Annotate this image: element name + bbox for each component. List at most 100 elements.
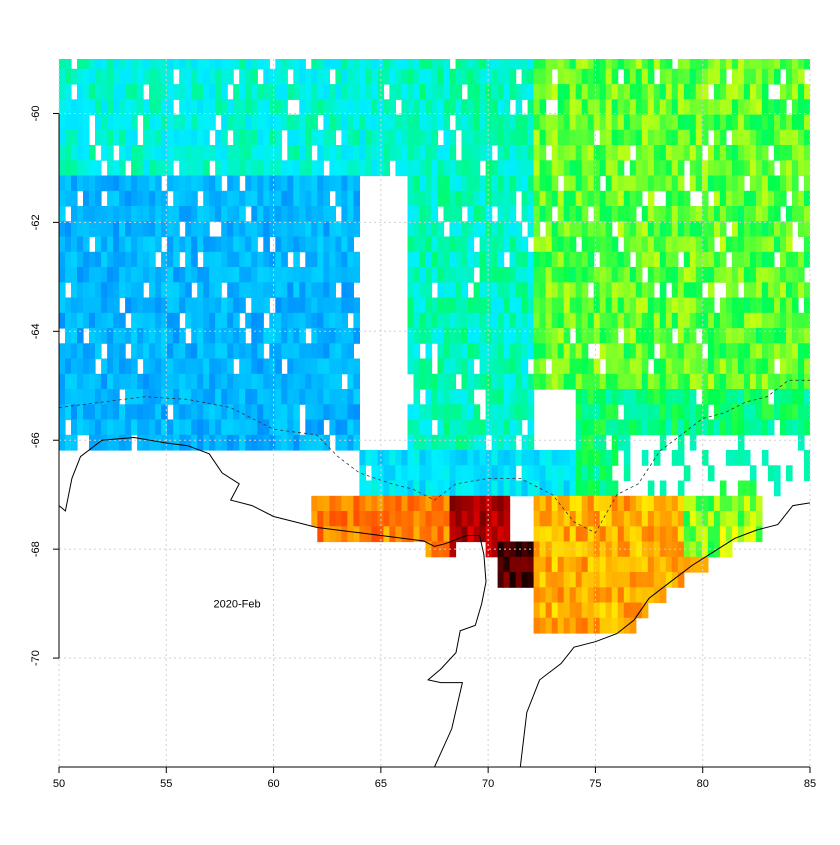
field-cell (575, 404, 583, 421)
field-cell (761, 373, 769, 390)
field-cell (191, 84, 198, 100)
field-cell (191, 59, 198, 70)
field-cell (671, 129, 679, 146)
field-cell (59, 251, 66, 268)
field-cell (287, 114, 294, 131)
field-cell (413, 480, 421, 497)
field-cell (647, 572, 655, 588)
field-cell (521, 450, 529, 466)
field-cell (449, 236, 457, 253)
field-cell (317, 389, 324, 405)
field-cell (659, 343, 667, 360)
field-cell (221, 190, 228, 207)
field-cell (173, 328, 180, 344)
field-cell (665, 572, 673, 588)
field-cell (545, 251, 553, 268)
field-cell (515, 312, 523, 329)
field-cell (353, 511, 360, 527)
field-cell (95, 190, 102, 207)
field-cell (515, 297, 523, 314)
field-cell (467, 145, 475, 161)
field-cell (353, 145, 360, 161)
field-cell (65, 68, 72, 85)
field-cell (713, 343, 721, 360)
field-cell (629, 358, 637, 375)
field-cell (413, 404, 421, 421)
field-cell (798, 434, 805, 451)
field-cell (695, 206, 703, 222)
field-cell (203, 175, 210, 192)
field-cell (455, 526, 463, 543)
field-cell (497, 190, 505, 207)
field-cell (479, 68, 487, 85)
field-cell (257, 84, 264, 100)
field-cell (335, 68, 342, 85)
field-cell (419, 312, 427, 329)
field-cell (131, 328, 138, 344)
field-cell (149, 236, 156, 253)
field-cell (431, 511, 439, 527)
field-cell (155, 68, 162, 85)
field-cell (137, 206, 144, 222)
field-cell (774, 175, 781, 192)
field-cell (713, 190, 721, 207)
field-cell (113, 297, 120, 314)
field-cell (203, 404, 210, 421)
field-cell (497, 480, 505, 497)
field-cell (527, 465, 535, 482)
field-cell (798, 114, 805, 131)
field-cell (299, 267, 306, 283)
field-cell (281, 343, 288, 360)
field-cell (65, 343, 72, 360)
field-cell (203, 190, 210, 207)
field-cell (437, 343, 445, 360)
field-cell (683, 84, 691, 100)
field-cell (755, 68, 763, 85)
field-cell (341, 251, 348, 268)
field-cell (515, 145, 523, 161)
field-cell (503, 495, 511, 512)
field-cell (503, 389, 511, 405)
field-cell (749, 267, 757, 283)
field-cell (551, 145, 559, 161)
field-cell (413, 129, 421, 146)
field-cell (317, 358, 324, 375)
field-cell (521, 267, 529, 283)
field-cell (215, 190, 222, 207)
field-cell (149, 160, 156, 177)
field-cell (665, 404, 673, 421)
field-cell (587, 617, 595, 634)
field-cell (197, 145, 204, 161)
field-cell (485, 404, 493, 421)
field-cell (305, 404, 312, 421)
field-cell (371, 68, 378, 85)
field-cell (623, 541, 631, 558)
field-cell (329, 236, 336, 253)
field-cell (95, 267, 102, 283)
field-cell (431, 450, 439, 466)
field-cell (311, 99, 318, 116)
field-cell (569, 221, 577, 238)
field-cell (605, 129, 613, 146)
field-cell (437, 450, 445, 466)
field-cell (317, 251, 324, 268)
field-cell (239, 404, 246, 421)
field-cell (119, 99, 126, 116)
field-cell (581, 84, 589, 100)
field-cell (77, 68, 84, 85)
field-cell (617, 587, 625, 604)
field-cell (389, 129, 396, 146)
field-cell (479, 282, 487, 299)
field-cell (59, 59, 66, 70)
field-cell (467, 99, 475, 116)
field-cell (71, 68, 78, 85)
field-cell (443, 190, 451, 207)
field-cell (143, 251, 150, 268)
field-cell (804, 297, 810, 314)
field-cell (77, 373, 84, 390)
field-cell (323, 282, 330, 299)
field-cell (425, 221, 433, 238)
field-cell (89, 190, 96, 207)
field-cell (161, 59, 168, 70)
field-cell (329, 328, 336, 344)
